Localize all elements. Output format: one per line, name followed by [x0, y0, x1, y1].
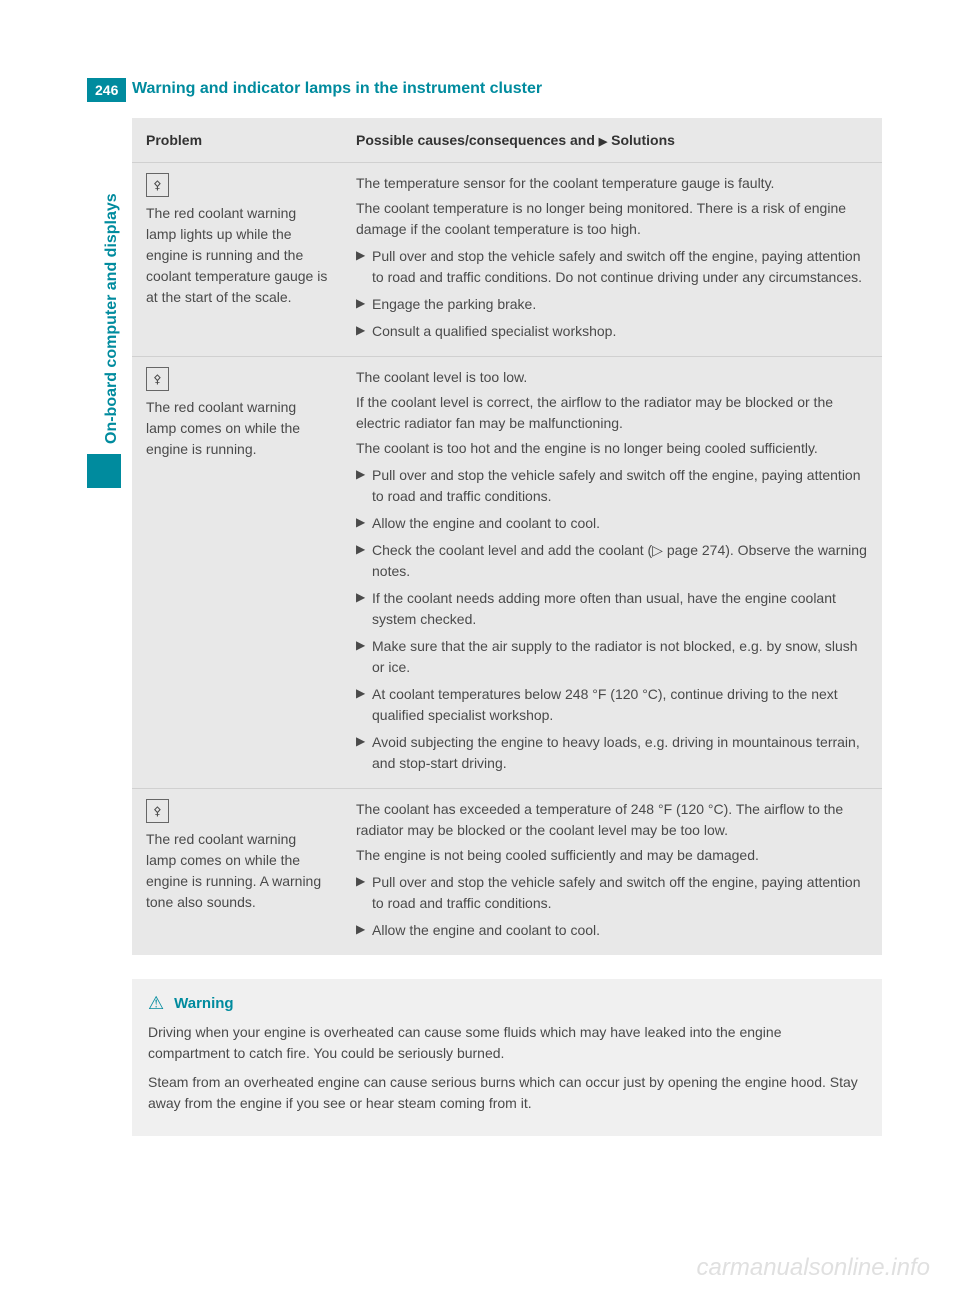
solution-paragraph: The coolant has exceeded a temperature o… — [356, 799, 868, 841]
warning-box: ⚠ Warning Driving when your engine is ov… — [132, 979, 882, 1136]
bullet-marker-icon: ▶ — [356, 636, 372, 678]
table-row: ⚴ The red coolant warning lamp comes on w… — [132, 357, 882, 789]
coolant-icon: ⚴ — [146, 367, 169, 391]
solution-paragraph: The temperature sensor for the coolant t… — [356, 173, 868, 194]
solution-paragraph: The engine is not being cooled sufficien… — [356, 845, 868, 866]
bullet-marker-icon: ▶ — [356, 513, 372, 534]
problem-cell: ⚴ The red coolant warning lamp comes on w… — [132, 357, 342, 789]
bullet-text: Avoid subjecting the engine to heavy loa… — [372, 732, 868, 774]
page-number-tab: 246 — [87, 78, 126, 102]
section-header: Warning and indicator lamps in the instr… — [132, 80, 542, 98]
problem-cell: ⚴ The red coolant warning lamp lights up … — [132, 163, 342, 357]
coolant-icon: ⚴ — [146, 799, 169, 823]
bullet-marker-icon: ▶ — [356, 465, 372, 507]
solution-bullet: ▶Pull over and stop the vehicle safely a… — [356, 465, 868, 507]
bullet-text: Check the coolant level and add the cool… — [372, 540, 868, 582]
header-prefix: Possible causes/consequences and — [356, 132, 599, 148]
solution-bullet: ▶Check the coolant level and add the coo… — [356, 540, 868, 582]
watermark: carmanualsonline.info — [697, 1254, 930, 1282]
solution-paragraph: If the coolant level is correct, the air… — [356, 392, 868, 434]
side-tab-marker — [87, 454, 121, 488]
bullet-text: If the coolant needs adding more often t… — [372, 588, 868, 630]
header-suffix: Solutions — [607, 132, 675, 148]
problem-text: The red coolant warning lamp lights up w… — [146, 203, 328, 308]
bullet-text: Consult a qualified specialist workshop. — [372, 321, 868, 342]
solution-cell: The temperature sensor for the coolant t… — [342, 163, 882, 357]
column-header-problem: Problem — [132, 118, 342, 163]
warning-header: ⚠ Warning — [148, 993, 866, 1014]
bullet-marker-icon: ▶ — [356, 684, 372, 726]
warning-paragraph: Driving when your engine is overheated c… — [148, 1022, 866, 1064]
bullet-text: Pull over and stop the vehicle safely an… — [372, 872, 868, 914]
problem-text: The red coolant warning lamp comes on wh… — [146, 829, 328, 913]
solution-cell: The coolant level is too low. If the cool… — [342, 357, 882, 789]
bullet-marker-icon: ▶ — [356, 540, 372, 582]
solution-paragraph: The coolant is too hot and the engine is… — [356, 438, 868, 459]
coolant-icon: ⚴ — [146, 173, 169, 197]
bullet-marker-icon: ▶ — [356, 294, 372, 315]
bullet-text: Pull over and stop the vehicle safely an… — [372, 465, 868, 507]
bullet-text: Engage the parking brake. — [372, 294, 868, 315]
solution-paragraph: The coolant level is too low. — [356, 367, 868, 388]
side-tab: On-board computer and displays — [87, 134, 121, 454]
solution-bullet: ▶Make sure that the air supply to the ra… — [356, 636, 868, 678]
solution-bullet: ▶If the coolant needs adding more often … — [356, 588, 868, 630]
solutions-marker-icon: ▶ — [599, 135, 607, 148]
solution-cell: The coolant has exceeded a temperature o… — [342, 789, 882, 956]
warning-paragraph: Steam from an overheated engine can caus… — [148, 1072, 866, 1114]
side-tab-label: On-board computer and displays — [103, 193, 121, 444]
main-content: Problem Possible causes/consequences and… — [132, 118, 882, 1136]
bullet-marker-icon: ▶ — [356, 246, 372, 288]
column-header-solutions: Possible causes/consequences and ▶ Solut… — [342, 118, 882, 163]
troubleshooting-table: Problem Possible causes/consequences and… — [132, 118, 882, 955]
bullet-text: Allow the engine and coolant to cool. — [372, 513, 868, 534]
table-row: ⚴ The red coolant warning lamp lights up … — [132, 163, 882, 357]
bullet-marker-icon: ▶ — [356, 321, 372, 342]
bullet-text: Allow the engine and coolant to cool. — [372, 920, 868, 941]
bullet-marker-icon: ▶ — [356, 732, 372, 774]
problem-cell: ⚴ The red coolant warning lamp comes on w… — [132, 789, 342, 956]
bullet-text: At coolant temperatures below 248 °F (12… — [372, 684, 868, 726]
solution-bullet: ▶Avoid subjecting the engine to heavy lo… — [356, 732, 868, 774]
bullet-text: Pull over and stop the vehicle safely an… — [372, 246, 868, 288]
bullet-marker-icon: ▶ — [356, 872, 372, 914]
solution-bullet: ▶At coolant temperatures below 248 °F (1… — [356, 684, 868, 726]
solution-bullet: ▶Engage the parking brake. — [356, 294, 868, 315]
solution-bullet: ▶Consult a qualified specialist workshop… — [356, 321, 868, 342]
table-row: ⚴ The red coolant warning lamp comes on w… — [132, 789, 882, 956]
solution-bullet: ▶Pull over and stop the vehicle safely a… — [356, 872, 868, 914]
bullet-text: Make sure that the air supply to the rad… — [372, 636, 868, 678]
solution-bullet: ▶Pull over and stop the vehicle safely a… — [356, 246, 868, 288]
solution-bullet: ▶Allow the engine and coolant to cool. — [356, 920, 868, 941]
solution-paragraph: The coolant temperature is no longer bei… — [356, 198, 868, 240]
warning-triangle-icon: ⚠ — [148, 993, 164, 1014]
warning-title: Warning — [174, 995, 233, 1012]
bullet-marker-icon: ▶ — [356, 588, 372, 630]
problem-text: The red coolant warning lamp comes on wh… — [146, 397, 328, 460]
solution-bullet: ▶Allow the engine and coolant to cool. — [356, 513, 868, 534]
bullet-marker-icon: ▶ — [356, 920, 372, 941]
